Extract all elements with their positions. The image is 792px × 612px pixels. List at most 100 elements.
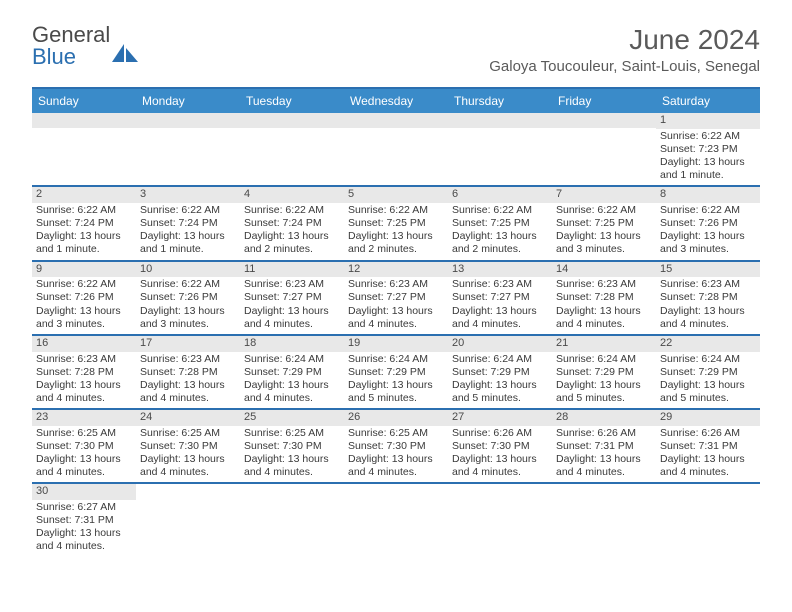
calendar-cell: 3Sunrise: 6:22 AMSunset: 7:24 PMDaylight… [136, 187, 240, 259]
day-number: 6 [448, 187, 552, 203]
day-details: Sunrise: 6:23 AMSunset: 7:27 PMDaylight:… [344, 277, 448, 334]
sunrise-text: Sunrise: 6:24 AM [348, 353, 444, 366]
day-number: 11 [240, 262, 344, 278]
day-header: Sunday [32, 89, 136, 113]
day-number: 2 [32, 187, 136, 203]
title-block: June 2024 Galoya Toucouleur, Saint-Louis… [489, 24, 760, 75]
day-number: 18 [240, 336, 344, 352]
day-details: Sunrise: 6:22 AMSunset: 7:25 PMDaylight:… [344, 203, 448, 260]
day-details: Sunrise: 6:24 AMSunset: 7:29 PMDaylight:… [344, 352, 448, 409]
daylight-text: Daylight: 13 hours and 4 minutes. [36, 379, 132, 405]
calendar-cell: 2Sunrise: 6:22 AMSunset: 7:24 PMDaylight… [32, 187, 136, 259]
location-subtitle: Galoya Toucouleur, Saint-Louis, Senegal [489, 58, 760, 75]
day-number: 24 [136, 410, 240, 426]
sunset-text: Sunset: 7:30 PM [140, 440, 236, 453]
sunrise-text: Sunrise: 6:23 AM [348, 278, 444, 291]
day-number: 13 [448, 262, 552, 278]
sunrise-text: Sunrise: 6:24 AM [244, 353, 340, 366]
sunset-text: Sunset: 7:31 PM [36, 514, 132, 527]
sunrise-text: Sunrise: 6:22 AM [452, 204, 548, 217]
sunrise-text: Sunrise: 6:23 AM [660, 278, 756, 291]
day-header: Monday [136, 89, 240, 113]
sunrise-text: Sunrise: 6:22 AM [140, 278, 236, 291]
daylight-text: Daylight: 13 hours and 4 minutes. [140, 453, 236, 479]
calendar-cell: 10Sunrise: 6:22 AMSunset: 7:26 PMDayligh… [136, 262, 240, 334]
day-details: Sunrise: 6:24 AMSunset: 7:29 PMDaylight:… [240, 352, 344, 409]
calendar-header-row: SundayMondayTuesdayWednesdayThursdayFrid… [32, 89, 760, 113]
sunset-text: Sunset: 7:26 PM [660, 217, 756, 230]
day-number: 17 [136, 336, 240, 352]
day-details: Sunrise: 6:23 AMSunset: 7:28 PMDaylight:… [552, 277, 656, 334]
empty-day-bar [344, 113, 448, 128]
sunrise-text: Sunrise: 6:24 AM [556, 353, 652, 366]
daylight-text: Daylight: 13 hours and 4 minutes. [556, 305, 652, 331]
sunrise-text: Sunrise: 6:22 AM [660, 130, 756, 143]
sunrise-text: Sunrise: 6:25 AM [244, 427, 340, 440]
day-details: Sunrise: 6:22 AMSunset: 7:26 PMDaylight:… [32, 277, 136, 334]
calendar-cell: 1Sunrise: 6:22 AMSunset: 7:23 PMDaylight… [656, 113, 760, 185]
calendar-cell: 29Sunrise: 6:26 AMSunset: 7:31 PMDayligh… [656, 410, 760, 482]
daylight-text: Daylight: 13 hours and 2 minutes. [348, 230, 444, 256]
calendar-cell: 23Sunrise: 6:25 AMSunset: 7:30 PMDayligh… [32, 410, 136, 482]
sunset-text: Sunset: 7:29 PM [556, 366, 652, 379]
sunrise-text: Sunrise: 6:22 AM [140, 204, 236, 217]
calendar-cell: 11Sunrise: 6:23 AMSunset: 7:27 PMDayligh… [240, 262, 344, 334]
day-number: 26 [344, 410, 448, 426]
daylight-text: Daylight: 13 hours and 2 minutes. [244, 230, 340, 256]
sunset-text: Sunset: 7:29 PM [348, 366, 444, 379]
daylight-text: Daylight: 13 hours and 4 minutes. [140, 379, 236, 405]
sunset-text: Sunset: 7:31 PM [660, 440, 756, 453]
day-details: Sunrise: 6:23 AMSunset: 7:28 PMDaylight:… [32, 352, 136, 409]
daylight-text: Daylight: 13 hours and 3 minutes. [660, 230, 756, 256]
calendar-cell: 28Sunrise: 6:26 AMSunset: 7:31 PMDayligh… [552, 410, 656, 482]
calendar-cell: 20Sunrise: 6:24 AMSunset: 7:29 PMDayligh… [448, 336, 552, 408]
day-number: 4 [240, 187, 344, 203]
day-number: 20 [448, 336, 552, 352]
sunset-text: Sunset: 7:30 PM [348, 440, 444, 453]
day-header: Tuesday [240, 89, 344, 113]
sunrise-text: Sunrise: 6:26 AM [452, 427, 548, 440]
sunset-text: Sunset: 7:28 PM [140, 366, 236, 379]
sunrise-text: Sunrise: 6:23 AM [140, 353, 236, 366]
month-title: June 2024 [489, 24, 760, 56]
day-details: Sunrise: 6:23 AMSunset: 7:28 PMDaylight:… [656, 277, 760, 334]
day-header: Wednesday [344, 89, 448, 113]
sunset-text: Sunset: 7:25 PM [348, 217, 444, 230]
day-details: Sunrise: 6:26 AMSunset: 7:31 PMDaylight:… [656, 426, 760, 483]
calendar-cell [240, 484, 344, 556]
calendar-body: 1Sunrise: 6:22 AMSunset: 7:23 PMDaylight… [32, 113, 760, 557]
day-number: 23 [32, 410, 136, 426]
sunset-text: Sunset: 7:24 PM [36, 217, 132, 230]
daylight-text: Daylight: 13 hours and 4 minutes. [244, 305, 340, 331]
calendar-cell [448, 113, 552, 185]
daylight-text: Daylight: 13 hours and 1 minute. [140, 230, 236, 256]
sunset-text: Sunset: 7:28 PM [36, 366, 132, 379]
day-number: 19 [344, 336, 448, 352]
daylight-text: Daylight: 13 hours and 5 minutes. [660, 379, 756, 405]
daylight-text: Daylight: 13 hours and 2 minutes. [452, 230, 548, 256]
sunset-text: Sunset: 7:29 PM [452, 366, 548, 379]
calendar-cell: 22Sunrise: 6:24 AMSunset: 7:29 PMDayligh… [656, 336, 760, 408]
sunrise-text: Sunrise: 6:25 AM [140, 427, 236, 440]
day-details: Sunrise: 6:25 AMSunset: 7:30 PMDaylight:… [32, 426, 136, 483]
sunrise-text: Sunrise: 6:22 AM [556, 204, 652, 217]
empty-day-bar [136, 113, 240, 128]
sunrise-text: Sunrise: 6:22 AM [348, 204, 444, 217]
calendar: SundayMondayTuesdayWednesdayThursdayFrid… [32, 87, 760, 557]
day-number: 16 [32, 336, 136, 352]
sunset-text: Sunset: 7:26 PM [36, 291, 132, 304]
calendar-cell: 25Sunrise: 6:25 AMSunset: 7:30 PMDayligh… [240, 410, 344, 482]
day-header: Saturday [656, 89, 760, 113]
empty-day-bar [32, 113, 136, 128]
sunset-text: Sunset: 7:28 PM [556, 291, 652, 304]
daylight-text: Daylight: 13 hours and 4 minutes. [244, 379, 340, 405]
day-details: Sunrise: 6:25 AMSunset: 7:30 PMDaylight:… [240, 426, 344, 483]
sunset-text: Sunset: 7:29 PM [660, 366, 756, 379]
day-details: Sunrise: 6:22 AMSunset: 7:24 PMDaylight:… [32, 203, 136, 260]
calendar-cell [448, 484, 552, 556]
sunrise-text: Sunrise: 6:22 AM [36, 278, 132, 291]
day-number: 28 [552, 410, 656, 426]
sunset-text: Sunset: 7:30 PM [244, 440, 340, 453]
day-number: 7 [552, 187, 656, 203]
calendar-cell: 17Sunrise: 6:23 AMSunset: 7:28 PMDayligh… [136, 336, 240, 408]
